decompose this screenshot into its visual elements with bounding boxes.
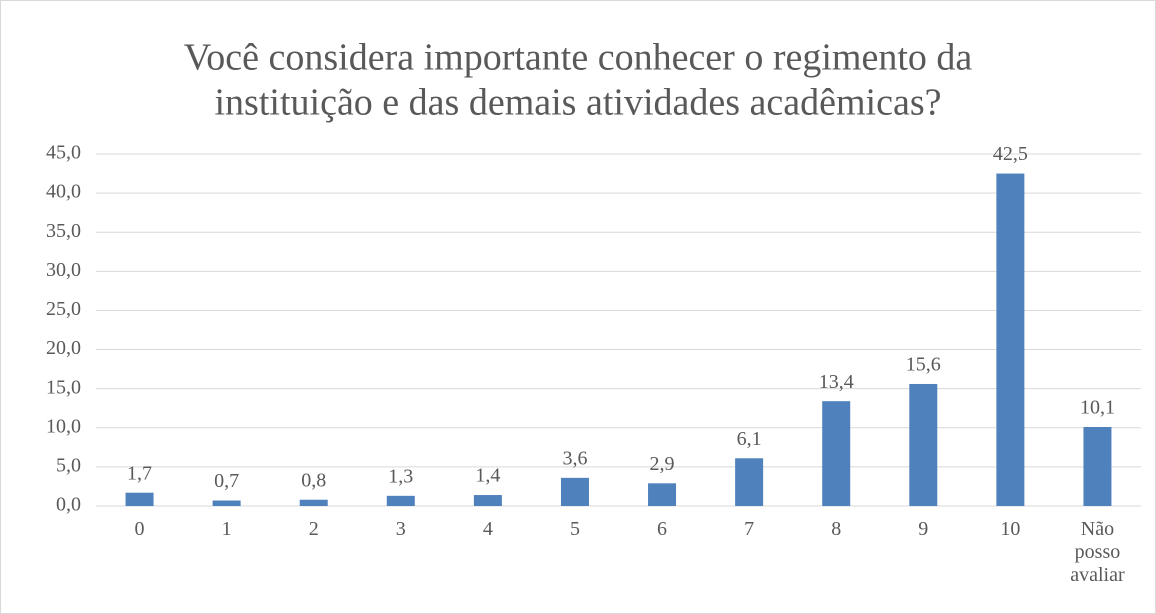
chart-title: instituição e das demais atividades acad… bbox=[215, 82, 942, 124]
y-tick-label: 20,0 bbox=[46, 337, 81, 359]
data-label: 0,8 bbox=[301, 469, 326, 491]
bar bbox=[909, 383, 938, 506]
bar bbox=[648, 483, 677, 506]
x-tick-label: 10 bbox=[1000, 518, 1021, 540]
chart-title: Você considera importante conhecer o reg… bbox=[184, 37, 973, 79]
y-tick-label: 45,0 bbox=[46, 142, 81, 164]
x-tick-label: 3 bbox=[395, 518, 406, 540]
bar bbox=[299, 499, 328, 506]
data-label: 10,1 bbox=[1080, 397, 1115, 419]
bar bbox=[212, 500, 241, 506]
data-label: 1,7 bbox=[127, 462, 152, 484]
bar bbox=[1083, 426, 1112, 506]
y-tick-label: 35,0 bbox=[46, 220, 81, 242]
data-label: 42,5 bbox=[993, 143, 1028, 165]
data-label: 15,6 bbox=[906, 354, 941, 376]
x-tick-label: 2 bbox=[308, 518, 319, 540]
y-tick-label: 15,0 bbox=[46, 376, 81, 398]
data-label: 0,7 bbox=[214, 470, 239, 492]
bar bbox=[560, 477, 589, 506]
bar bbox=[735, 458, 764, 506]
bar bbox=[996, 173, 1025, 507]
x-tick-label: 7 bbox=[744, 518, 755, 540]
data-label: 2,9 bbox=[650, 453, 675, 475]
y-tick-label: 40,0 bbox=[46, 181, 81, 203]
y-tick-label: 5,0 bbox=[56, 454, 81, 476]
x-tick-label: 5 bbox=[569, 518, 580, 540]
y-tick-label: 10,0 bbox=[46, 415, 81, 437]
x-tick-label: Não posso avaliar bbox=[1070, 518, 1125, 586]
bar bbox=[822, 401, 851, 506]
data-label: 3,6 bbox=[562, 447, 587, 469]
y-tick-label: 0,0 bbox=[56, 494, 81, 516]
y-tick-label: 25,0 bbox=[46, 298, 81, 320]
y-tick-label: 30,0 bbox=[46, 259, 81, 281]
x-tick-label: 8 bbox=[831, 518, 842, 540]
data-label: 6,1 bbox=[737, 428, 762, 450]
x-tick-label: 9 bbox=[918, 518, 929, 540]
bar bbox=[473, 495, 502, 506]
data-label: 1,3 bbox=[388, 465, 413, 487]
x-tick-label: 4 bbox=[482, 518, 493, 540]
bar bbox=[125, 492, 154, 506]
data-label: 1,4 bbox=[475, 465, 500, 487]
x-tick-label: 0 bbox=[134, 518, 145, 540]
x-tick-label: 6 bbox=[657, 518, 668, 540]
x-tick-label: 1 bbox=[221, 518, 232, 540]
bar bbox=[386, 495, 415, 506]
data-label: 13,4 bbox=[819, 371, 854, 393]
